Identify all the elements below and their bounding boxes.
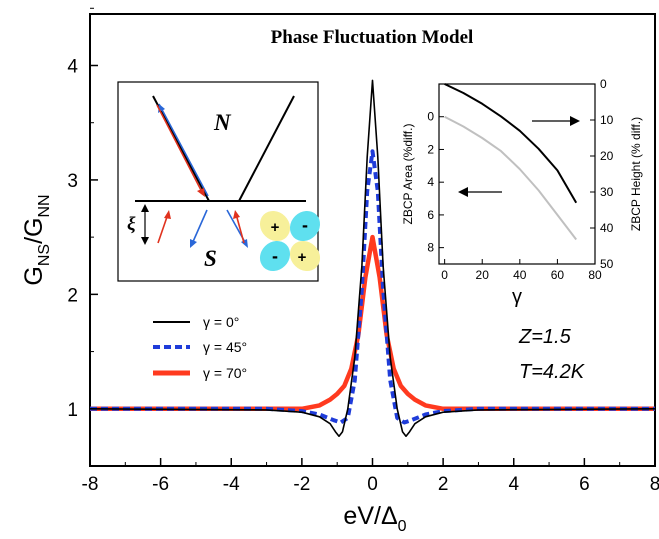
orbital-lobe-ul — [259, 210, 291, 242]
lobe-sign-ul: + — [271, 219, 280, 236]
d-wave-orbital-icon: + - - + — [259, 210, 321, 272]
main-series-line-1 — [90, 149, 655, 425]
main-x-tick-label: 6 — [579, 474, 590, 495]
legend-label-gamma-45: γ = 45° — [203, 339, 247, 355]
inset-diagram: ξ N S + - - + — [117, 81, 321, 282]
s-arrow-red-2 — [235, 213, 245, 244]
inset-x-tick-label: 20 — [476, 268, 490, 282]
incident-arrow-blue — [158, 103, 209, 197]
inset-left-tick-label: 0 — [427, 110, 434, 124]
main-x-tick-label: 2 — [438, 474, 449, 495]
inset-series-group — [444, 83, 578, 241]
lobe-sign-ll: - — [272, 246, 278, 266]
inset-x-tick-label: 60 — [551, 268, 565, 282]
legend-label-gamma-0: γ = 0° — [203, 314, 239, 330]
inset-series-line-right — [444, 83, 578, 204]
s-arrow-red-1-head — [164, 210, 171, 219]
main-x-tick-label: -2 — [293, 474, 310, 495]
main-series-group — [89, 79, 656, 438]
inset-right-axis-label: ZBCP Height (% diff.) — [629, 117, 643, 231]
orbital-lobe-ur — [289, 210, 321, 242]
xi-arrow-down-head — [141, 237, 149, 245]
main-x-tick-label: -4 — [223, 474, 240, 495]
orbital-lobe-lr — [289, 240, 321, 272]
main-y-axis-label: GNS/GNN — [20, 194, 53, 285]
main-chart-title: Phase Fluctuation Model — [271, 27, 474, 48]
inset-x-tick-label: 80 — [588, 268, 602, 282]
main-x-tick-label: 4 — [508, 474, 519, 495]
normal-metal-label: N — [213, 110, 232, 135]
main-y-tick-label: 2 — [67, 285, 78, 306]
inset-right-tick-label: 30 — [600, 185, 614, 199]
xi-arrow-up-head — [141, 204, 149, 212]
s-arrow-red-1 — [157, 213, 169, 244]
inset-x-axis-label: γ — [512, 286, 522, 308]
s-arrow-red-2-head — [233, 210, 240, 219]
lobe-sign-ur: - — [302, 215, 308, 235]
inset-left-tick-label: 8 — [427, 241, 434, 255]
dos-left-branch — [152, 95, 210, 202]
inset-right-tick-label: 50 — [600, 257, 614, 271]
lobe-sign-lr: + — [298, 249, 307, 266]
inset-right-tick-label: 10 — [600, 113, 614, 127]
orbital-lobe-ll — [259, 240, 291, 272]
s-arrow-blue-1 — [191, 209, 208, 245]
main-x-tick-label: 0 — [367, 474, 378, 495]
main-y-tick-label: 3 — [67, 171, 78, 192]
main-x-axis-label: eV/Δ0 — [343, 502, 406, 535]
inset-left-tick-label: 4 — [427, 175, 434, 189]
s-arrow-blue-1-head — [190, 239, 197, 248]
inset-left-tick-label: 6 — [427, 208, 434, 222]
main-series-line-2 — [90, 234, 655, 412]
inset-x-tick-label: 0 — [441, 268, 448, 282]
xi-label: ξ — [127, 214, 136, 235]
reflected-arrow-red — [156, 104, 204, 195]
inset-left-axis-label: ZBCP Area (%diff.) — [401, 124, 415, 225]
inset-left-tick-label: 2 — [427, 142, 434, 156]
inset-series-line-left — [444, 115, 577, 241]
legend-label-gamma-70: γ = 70° — [203, 365, 247, 381]
main-y-tick-label: 4 — [67, 56, 78, 77]
main-legend: γ = 0° γ = 45° γ = 70° — [153, 314, 247, 381]
left-axis-indicator-arrow-head — [458, 187, 468, 197]
main-x-tick-label: -6 — [152, 474, 169, 495]
dos-right-branch — [238, 95, 295, 202]
main-series-line-0 — [89, 79, 656, 438]
main-x-tick-label: 8 — [650, 474, 659, 495]
inset-right-tick-label: 0 — [600, 77, 607, 91]
right-axis-indicator-arrow-head — [570, 116, 580, 126]
main-y-tick-label: 1 — [67, 400, 78, 421]
inset-x-tick-label: 40 — [513, 268, 527, 282]
annotation-t: T=4.2K — [519, 361, 586, 383]
inset-right-tick-label: 40 — [600, 221, 614, 235]
reflected-arrow-red-head — [197, 188, 205, 197]
inset-right-tick-label: 20 — [600, 149, 614, 163]
inset-chart-background — [429, 82, 597, 268]
main-x-tick-label: -8 — [82, 474, 99, 495]
annotation-z: Z=1.5 — [518, 326, 572, 348]
superconductor-label: S — [204, 246, 217, 271]
inset-chart-frame — [438, 83, 596, 265]
